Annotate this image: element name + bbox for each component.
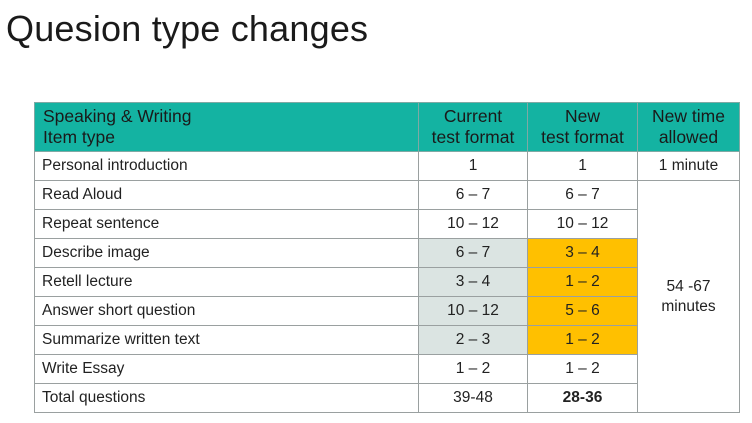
row-item-type: Personal introduction bbox=[34, 151, 419, 181]
header-item-type-line2: Item type bbox=[43, 127, 115, 147]
header-time-line2: allowed bbox=[658, 127, 719, 147]
header-new-line1: New bbox=[564, 106, 600, 126]
table-row: Describe image 6 – 7 3 – 4 bbox=[34, 238, 740, 268]
time-allowed-merged-cell: 54 -67 minutes bbox=[637, 180, 740, 413]
row-item-type: Read Aloud bbox=[34, 180, 419, 210]
time-allowed-range: 54 -67 bbox=[666, 277, 711, 295]
row-current-value: 6 – 7 bbox=[418, 180, 528, 210]
table-row: Answer short question 10 – 12 5 – 6 bbox=[34, 296, 740, 326]
row-item-type: Describe image bbox=[34, 238, 419, 268]
table-row: Write Essay 1 – 2 1 – 2 bbox=[34, 354, 740, 384]
row-new-value: 1 bbox=[527, 151, 638, 181]
header-new-format: New test format bbox=[527, 102, 638, 152]
row-time-value: 1 minute bbox=[637, 151, 740, 181]
row-new-value: 3 – 4 bbox=[527, 238, 638, 268]
table-row: Summarize written text 2 – 3 1 – 2 bbox=[34, 325, 740, 355]
item-type-table: Speaking & Writing Item type Current tes… bbox=[34, 102, 740, 413]
row-current-value: 2 – 3 bbox=[418, 325, 528, 355]
header-item-type: Speaking & Writing Item type bbox=[34, 102, 419, 152]
row-current-value: 10 – 12 bbox=[418, 296, 528, 326]
row-current-value: 3 – 4 bbox=[418, 267, 528, 297]
row-new-value: 5 – 6 bbox=[527, 296, 638, 326]
row-current-value: 6 – 7 bbox=[418, 238, 528, 268]
table-row-total: Total questions 39-48 28-36 bbox=[34, 383, 740, 413]
row-new-value: 1 – 2 bbox=[527, 325, 638, 355]
row-new-value: 28-36 bbox=[527, 383, 638, 413]
row-item-type: Retell lecture bbox=[34, 267, 419, 297]
row-new-value: 1 – 2 bbox=[527, 354, 638, 384]
table-row: Personal introduction 1 1 1 minute bbox=[34, 151, 740, 181]
row-current-value: 10 – 12 bbox=[418, 209, 528, 239]
table-row: Retell lecture 3 – 4 1 – 2 bbox=[34, 267, 740, 297]
row-item-type: Summarize written text bbox=[34, 325, 419, 355]
row-new-value: 1 – 2 bbox=[527, 267, 638, 297]
table-row: Repeat sentence 10 – 12 10 – 12 bbox=[34, 209, 740, 239]
header-item-type-line1: Speaking & Writing bbox=[43, 106, 192, 126]
table-header-row: Speaking & Writing Item type Current tes… bbox=[34, 102, 740, 152]
header-time-line1: New time bbox=[652, 106, 725, 126]
row-current-value: 39-48 bbox=[418, 383, 528, 413]
table-row: Read Aloud 6 – 7 6 – 7 54 -67 minutes bbox=[34, 180, 740, 413]
row-item-type: Repeat sentence bbox=[34, 209, 419, 239]
header-current-format: Current test format bbox=[418, 102, 528, 152]
slide-title: Quesion type changes bbox=[6, 8, 369, 49]
row-item-type: Write Essay bbox=[34, 354, 419, 384]
header-current-line2: test format bbox=[431, 127, 515, 147]
row-item-type: Total questions bbox=[34, 383, 419, 413]
time-allowed-unit: minutes bbox=[661, 297, 716, 315]
row-current-value: 1 – 2 bbox=[418, 354, 528, 384]
row-new-value: 10 – 12 bbox=[527, 209, 638, 239]
header-current-line1: Current bbox=[443, 106, 503, 126]
row-item-type: Answer short question bbox=[34, 296, 419, 326]
header-new-time: New time allowed bbox=[637, 102, 740, 152]
row-new-value: 6 – 7 bbox=[527, 180, 638, 210]
header-new-line2: test format bbox=[541, 127, 624, 147]
row-current-value: 1 bbox=[418, 151, 528, 181]
